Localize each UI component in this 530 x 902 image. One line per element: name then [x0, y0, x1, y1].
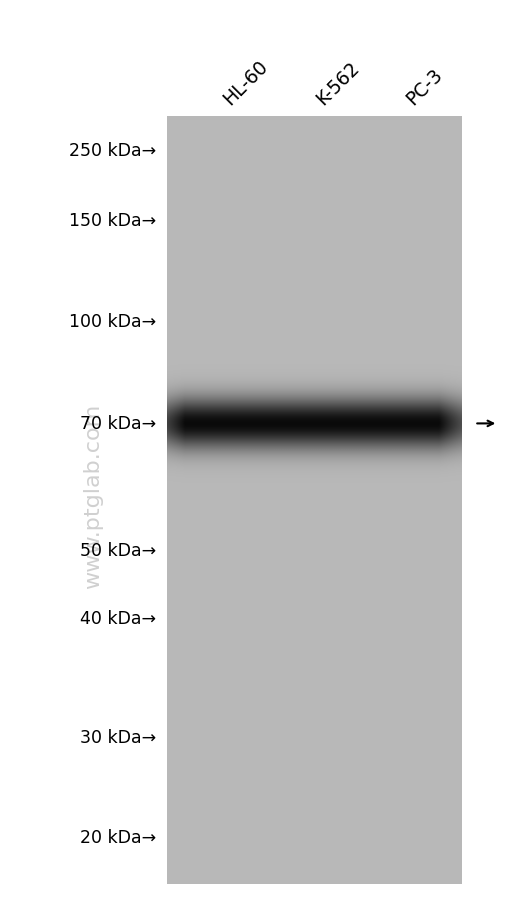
Text: HL-60: HL-60: [220, 56, 272, 108]
Text: 30 kDa→: 30 kDa→: [80, 728, 156, 746]
Text: 40 kDa→: 40 kDa→: [81, 609, 156, 627]
Bar: [167, 117, 461, 884]
Text: 100 kDa→: 100 kDa→: [69, 313, 156, 331]
Text: www.ptglab.com: www.ptglab.com: [83, 403, 103, 589]
Text: PC-3: PC-3: [403, 65, 447, 108]
Text: 20 kDa→: 20 kDa→: [80, 828, 156, 846]
Text: 250 kDa→: 250 kDa→: [69, 142, 156, 160]
Text: K-562: K-562: [313, 58, 363, 108]
Text: 50 kDa→: 50 kDa→: [80, 541, 156, 559]
Text: 150 kDa→: 150 kDa→: [69, 212, 156, 230]
Text: 70 kDa→: 70 kDa→: [80, 415, 156, 433]
